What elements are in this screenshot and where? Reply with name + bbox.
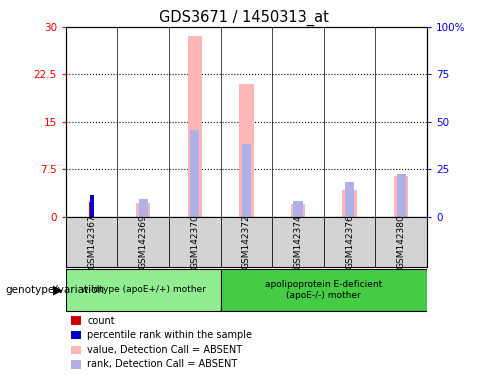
Text: GSM142380: GSM142380 [397, 215, 406, 269]
Bar [291, 204, 305, 217]
Text: ▶: ▶ [53, 283, 62, 296]
Bar [293, 201, 303, 217]
Text: GSM142376: GSM142376 [345, 215, 354, 269]
Bar [118, 217, 169, 267]
Bar [169, 217, 221, 267]
Text: GDS3671 / 1450313_at: GDS3671 / 1450313_at [159, 10, 329, 26]
Bar [187, 36, 202, 217]
Text: percentile rank within the sample: percentile rank within the sample [87, 330, 252, 340]
Bar [343, 190, 357, 217]
Bar [136, 203, 150, 217]
Bar [394, 176, 408, 217]
Text: genotype/variation: genotype/variation [5, 285, 104, 295]
Bar [221, 217, 272, 267]
Bar [324, 217, 375, 267]
Bar [139, 199, 148, 217]
Text: rank, Detection Call = ABSENT: rank, Detection Call = ABSENT [87, 359, 238, 369]
Text: GSM142374: GSM142374 [293, 215, 303, 269]
Bar [89, 202, 94, 217]
Bar [66, 217, 118, 267]
Text: wildtype (apoE+/+) mother: wildtype (apoE+/+) mother [81, 285, 206, 295]
Bar [397, 174, 406, 217]
Bar [66, 269, 221, 311]
Bar [345, 182, 354, 217]
Text: GSM142367: GSM142367 [87, 215, 96, 269]
Bar [272, 217, 324, 267]
Text: GSM142372: GSM142372 [242, 215, 251, 269]
Text: apolipoprotein E-deficient
(apoE-/-) mother: apolipoprotein E-deficient (apoE-/-) mot… [265, 280, 383, 300]
Bar [242, 144, 251, 217]
Text: GSM142369: GSM142369 [139, 215, 148, 269]
Bar [239, 84, 254, 217]
Bar [190, 129, 200, 217]
Text: GSM142370: GSM142370 [190, 215, 200, 269]
Bar [90, 195, 94, 217]
Bar [375, 217, 427, 267]
Text: value, Detection Call = ABSENT: value, Detection Call = ABSENT [87, 345, 243, 355]
Text: count: count [87, 316, 115, 326]
Bar [221, 269, 427, 311]
